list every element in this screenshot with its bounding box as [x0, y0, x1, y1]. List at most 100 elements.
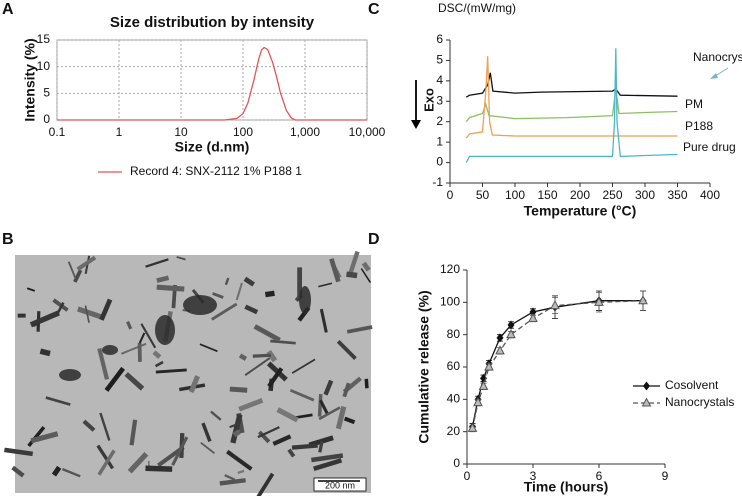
series-label: PM: [685, 97, 703, 111]
crystal: [84, 305, 90, 323]
crystal: [200, 441, 216, 455]
panel-label: B: [2, 231, 14, 248]
x-tick-label: 300: [635, 188, 655, 202]
crystal: [137, 342, 142, 362]
x-tick-label: 0: [447, 188, 454, 202]
crystal: [188, 375, 200, 394]
crystal: [219, 478, 246, 486]
x-tick-label: 9: [662, 469, 669, 483]
crystal: [154, 360, 164, 368]
x-axis-label: Temperature (°C): [524, 203, 637, 219]
crystal: [313, 458, 343, 472]
crystal: [257, 430, 271, 444]
x-tick-label: 250: [602, 188, 622, 202]
plot-frame: [56, 39, 368, 121]
marker: [528, 312, 538, 322]
crystal: [145, 465, 173, 472]
marker: [495, 345, 505, 355]
data-line: [471, 300, 644, 429]
crystal: [212, 292, 224, 299]
crystal: [211, 302, 238, 321]
crystal: [210, 410, 222, 421]
crystal: [364, 378, 369, 389]
crystal: [157, 445, 185, 468]
crystal: [272, 434, 292, 446]
chart-title: Size distribution by intensity: [110, 14, 315, 31]
crystal: [201, 422, 212, 442]
x-tick-label: 3: [530, 469, 537, 483]
scale-bar-label: 200 nm: [325, 480, 355, 490]
panel-label: A: [2, 1, 14, 18]
y-tick-label: 3: [436, 93, 443, 107]
x-tick-label: 0: [464, 469, 471, 483]
crystal: [347, 250, 360, 277]
y-tick-label: 60: [447, 359, 461, 373]
x-axis-label: Time (hours): [524, 479, 609, 495]
data-line: [465, 72, 678, 98]
crystal: [238, 398, 264, 412]
crystal: [176, 256, 186, 261]
crystal-cluster: [59, 369, 81, 381]
crystal: [346, 325, 373, 334]
crystal: [291, 358, 316, 374]
crystal: [361, 261, 371, 272]
crystal: [126, 321, 133, 330]
panel-label: C: [368, 1, 380, 18]
crystal: [291, 443, 318, 450]
crystal: [311, 453, 344, 463]
crystal: [4, 447, 34, 457]
crystal: [343, 416, 356, 425]
crystal: [264, 290, 275, 298]
crystal-cluster: [183, 295, 217, 315]
y-tick-label: 120: [440, 262, 460, 276]
pointer-arrowhead: [710, 73, 718, 79]
marker: [478, 380, 489, 390]
legend-label: Nanocrystals: [665, 395, 734, 409]
marker: [638, 295, 648, 305]
x-axis-label: Size (d.nm): [175, 139, 250, 155]
crystal: [96, 444, 115, 470]
legend-marker: [643, 381, 650, 391]
marker: [484, 361, 494, 371]
crystal: [156, 275, 170, 283]
crystal: [11, 465, 25, 478]
crystal: [30, 431, 59, 444]
crystal: [199, 343, 218, 353]
crystal: [229, 422, 240, 429]
crystal: [82, 419, 96, 432]
crystal: [257, 426, 280, 439]
series-label: Pure drug: [683, 140, 736, 154]
crystal: [129, 419, 138, 446]
crystal: [145, 258, 169, 268]
x-tick-label: 200: [570, 188, 590, 202]
crystal: [97, 347, 110, 380]
crystal: [138, 332, 146, 344]
y-tick-label: 2: [436, 114, 443, 128]
crystal: [76, 255, 97, 271]
crystal: [104, 366, 125, 392]
crystal: [224, 277, 230, 286]
marker: [473, 397, 483, 407]
crystal: [156, 284, 185, 292]
marker: [550, 300, 560, 310]
crystal: [319, 399, 330, 416]
y-axis-label: DSC/(mW/mg): [438, 1, 516, 15]
marker: [506, 329, 516, 339]
crystal: [99, 298, 113, 321]
crystal: [318, 440, 324, 453]
crystal-cluster: [299, 286, 311, 314]
crystal: [45, 396, 71, 406]
crystal: [39, 348, 51, 357]
crystal: [152, 350, 162, 359]
crystal: [232, 429, 241, 438]
crystal: [243, 276, 255, 287]
crystal: [342, 382, 351, 398]
crystal: [235, 282, 243, 301]
y-tick-label: 6: [436, 32, 443, 46]
crystal: [318, 282, 333, 288]
y-tick-label: 5: [436, 53, 443, 67]
crystal: [267, 367, 284, 388]
crystal: [276, 407, 299, 423]
crystal: [297, 267, 303, 298]
